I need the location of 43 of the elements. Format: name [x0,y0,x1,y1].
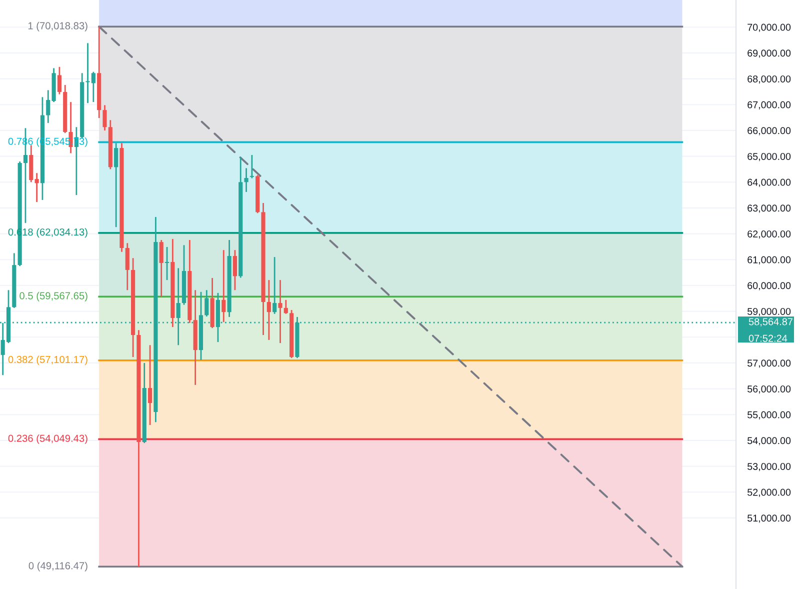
y-tick-label: 66,000.00 [748,127,791,136]
y-tick-label: 61,000.00 [748,256,791,264]
candlestick [114,142,118,228]
candlestick [244,167,248,193]
text: 07:52:24 [748,334,788,342]
ref-line-label: 0.5 (59,567.65) [20,292,88,302]
y-tick-label: 53,000.00 [748,462,791,472]
candlestick [250,154,254,179]
candlestick [204,289,209,318]
y-tick-label: 65,000.00 [748,152,791,162]
y-tick-label: 63,000.00 [748,204,791,213]
candlestick [272,256,277,315]
y-tick-label: 62,000.00 [748,230,791,239]
y-tick-label: 52,000.00 [748,488,791,497]
y-tick-label: 68,000.00 [748,75,791,84]
candlestick [222,249,226,323]
y-tick-label: 60,000.00 [748,282,791,290]
y-tick-label: 55,000.00 [748,411,791,420]
y-tick-label: 69,000.00 [748,50,791,58]
candlestick [266,279,271,341]
y-tick-label: 57,000.00 [748,360,791,368]
candlestick [164,246,170,281]
candlestick [102,104,107,132]
y-tick-label: 70,000.00 [748,24,791,32]
y-tick-label: 56,000.00 [748,385,791,394]
ref-line-label: 58,564.87 [748,318,792,326]
candlestick [148,344,152,426]
y-tick-label: 59,000.00 [748,308,791,316]
y-tick-label: 51,000.00 [748,514,791,523]
candlestick [278,279,282,344]
ref-line-label: 0 (49,116.47) [28,562,88,572]
candlestick [34,172,39,203]
candlestick [125,242,130,291]
candlestick [57,66,62,95]
ref-line-label: 0.382 (57,101.17) [8,356,88,366]
y-tick-label: 54,000.00 [748,437,791,446]
y-tick-label: 67,000.00 [748,101,791,110]
candlestick [159,239,164,298]
candlestick [232,249,237,291]
ref-line-label: 1 (70,018.83) [28,22,88,32]
candlestick [284,299,288,315]
y-tick-label: 64,000.00 [748,178,791,187]
ref-line-label: 0.236 (54,049.43) [8,434,88,444]
